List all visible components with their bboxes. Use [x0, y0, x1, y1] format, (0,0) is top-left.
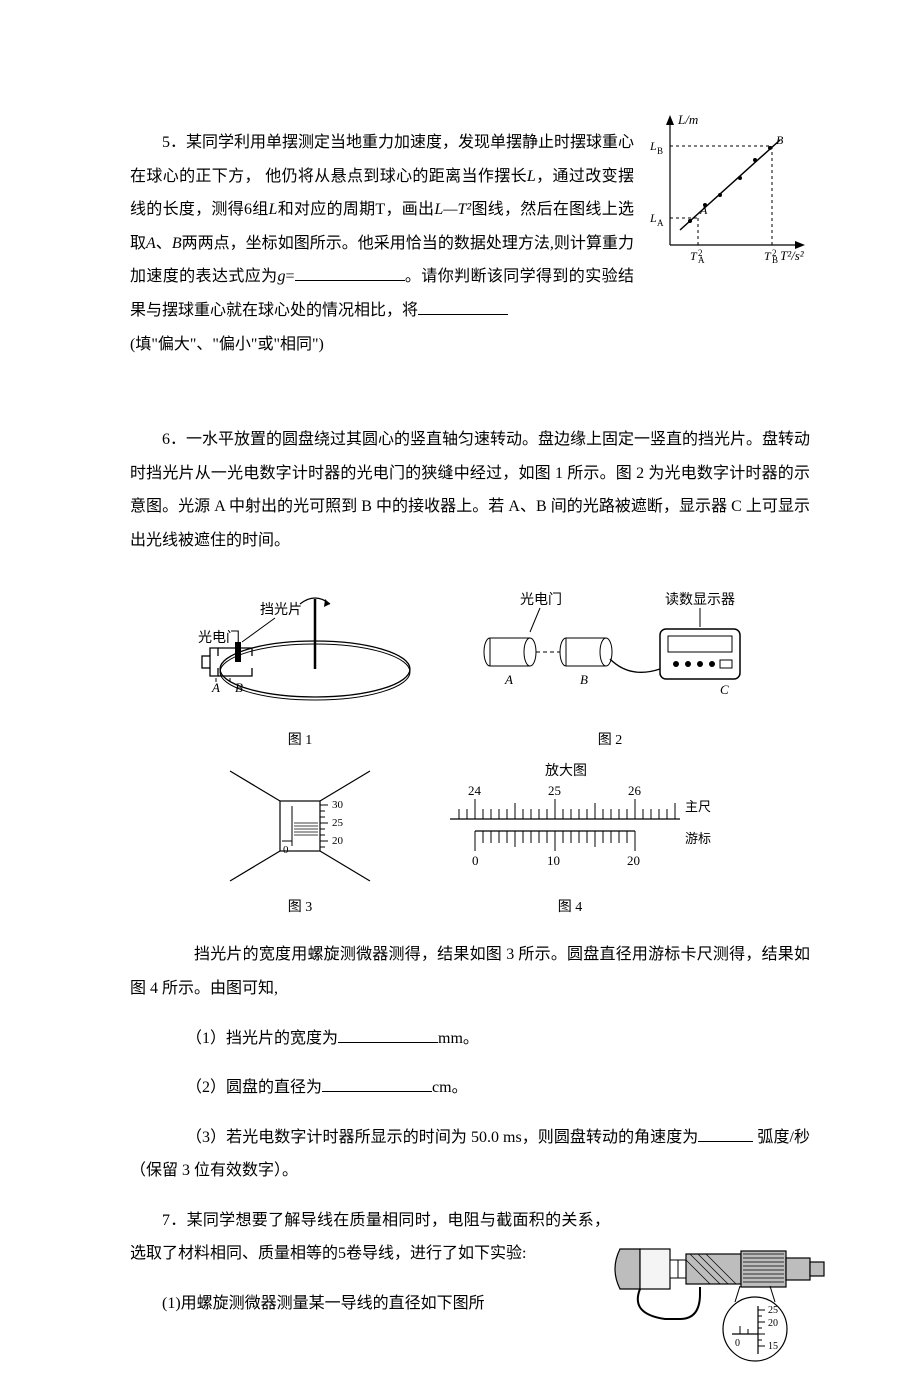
- svg-text:L: L: [649, 139, 657, 153]
- q5-blank-result: [418, 298, 508, 315]
- svg-text:光电门: 光电门: [520, 592, 562, 608]
- svg-text:A: A: [657, 218, 664, 228]
- q5-intro-d: 和对应的周期T，画出: [277, 201, 434, 218]
- q5-L: L: [527, 168, 536, 185]
- q5-tail: (填"偏大"、"偏小"或"相同"): [130, 336, 324, 353]
- svg-text:T: T: [764, 249, 772, 263]
- svg-text:2: 2: [772, 248, 777, 258]
- q6-fig1: 挡光片 光电门 A B 图 1: [180, 574, 420, 755]
- q6-figrow-1: 挡光片 光电门 A B 图 1 光电门: [130, 574, 810, 755]
- svg-text:B: B: [657, 146, 663, 156]
- svg-text:主尺: 主尺: [685, 799, 711, 814]
- fig3-cap: 图 3: [220, 893, 380, 922]
- svg-text:0: 0: [283, 844, 289, 856]
- svg-text:B: B: [580, 672, 588, 687]
- svg-text:L/m: L/m: [677, 112, 698, 127]
- svg-text:25: 25: [332, 817, 344, 829]
- svg-text:B: B: [235, 680, 243, 695]
- svg-text:放大图: 放大图: [545, 763, 587, 779]
- q5-intro-b: 他仍将从悬点到球心的距离当作摆长: [265, 168, 527, 185]
- q7-fig: 0 25 20 15: [610, 1214, 830, 1364]
- q6-item1: （1）挡光片的宽度为 mm。: [130, 1022, 810, 1056]
- svg-text:光电门: 光电门: [198, 630, 240, 646]
- fig1-cap: 图 1: [180, 726, 420, 755]
- q6-item2: （2）圆盘的直径为 cm。: [130, 1071, 810, 1105]
- q6-fig2: 光电门 A B: [460, 574, 760, 755]
- fig4-m25: 25: [548, 783, 561, 798]
- q5-B: B: [172, 235, 182, 252]
- q6-p1: 6．一水平放置的圆盘绕过其圆心的竖直轴匀速转动。盘边缘上固定一竖直的挡光片。盘转…: [130, 423, 810, 557]
- svg-text:25: 25: [768, 1305, 778, 1316]
- q6-item2-b: cm。: [432, 1079, 468, 1096]
- q6-figrow-2: 0: [130, 761, 810, 922]
- q5-T2: —T²: [443, 201, 471, 218]
- fig4-m24: 24: [468, 783, 482, 798]
- fig2-cap: 图 2: [460, 726, 760, 755]
- svg-text:A: A: [211, 680, 220, 695]
- svg-text:挡光片: 挡光片: [260, 602, 302, 618]
- svg-text:15: 15: [768, 1341, 778, 1352]
- fig4-cap: 图 4: [420, 893, 720, 922]
- svg-text:C: C: [720, 682, 729, 697]
- svg-text:T²/s²: T²/s²: [780, 248, 805, 263]
- q6-item3-a: （3）若光电数字计时器所显示的时间为 50.0 ms，则圆盘转动的角速度为: [186, 1129, 698, 1146]
- q5-g: g: [278, 268, 286, 285]
- q6-blank2: [322, 1075, 432, 1092]
- q6-item2-a: （2）圆盘的直径为: [186, 1079, 322, 1096]
- svg-text:30: 30: [332, 799, 344, 811]
- svg-text:读数显示器: 读数显示器: [665, 591, 735, 608]
- svg-text:L: L: [649, 211, 657, 225]
- q6-blank3: [698, 1125, 753, 1142]
- svg-text:B: B: [776, 133, 784, 147]
- svg-text:20: 20: [768, 1318, 778, 1329]
- q5-blank-g: [295, 264, 405, 281]
- q6-item3: （3）若光电数字计时器所显示的时间为 50.0 ms，则圆盘转动的角速度为 弧度…: [130, 1121, 810, 1188]
- q5-A: A: [146, 235, 156, 252]
- svg-text:A: A: [699, 203, 708, 217]
- q5-graph: L/m T²/s² LB LA TA2 TB2 A B: [640, 110, 810, 265]
- q6-item1-a: （1）挡光片的宽度为: [186, 1030, 338, 1047]
- svg-text:游标: 游标: [685, 831, 711, 846]
- q5-L3: L: [434, 201, 443, 218]
- svg-text:2: 2: [698, 248, 703, 258]
- q6-blank1: [338, 1026, 438, 1043]
- svg-text:T: T: [690, 249, 698, 263]
- fig4-m26: 26: [628, 783, 642, 798]
- svg-text:10: 10: [547, 853, 560, 868]
- q6-fig3: 0: [220, 761, 380, 922]
- svg-text:20: 20: [627, 853, 640, 868]
- q6-item1-b: mm。: [438, 1030, 479, 1047]
- q6-fig4: 放大图 24 25 26: [420, 761, 720, 922]
- svg-text:0: 0: [472, 853, 479, 868]
- q6-p2: 挡光片的宽度用螺旋测微器测得，结果如图 3 所示。圆盘直径用游标卡尺测得，结果如…: [130, 938, 810, 1005]
- svg-text:0: 0: [735, 1338, 740, 1349]
- svg-text:A: A: [504, 672, 513, 687]
- svg-text:20: 20: [332, 835, 344, 847]
